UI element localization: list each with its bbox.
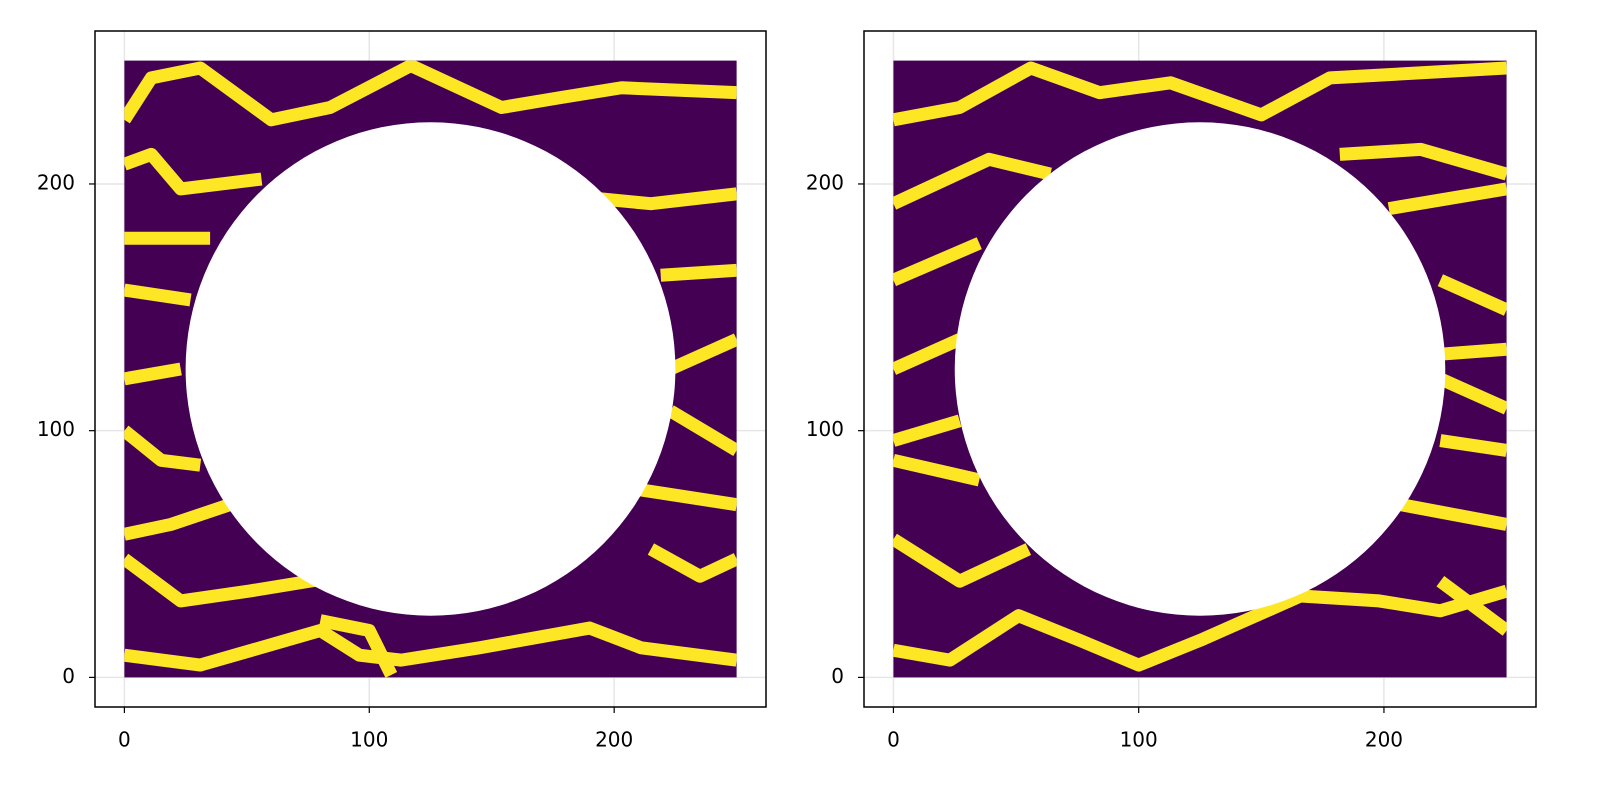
streak <box>124 362 182 386</box>
axes-box <box>94 30 767 708</box>
streak <box>598 187 737 211</box>
streaks <box>893 61 1507 672</box>
x-tick-label: 100 <box>1120 728 1158 752</box>
x-tick-label: 200 <box>1365 728 1403 752</box>
streak <box>1439 434 1507 457</box>
panel: 0 100 200 0 100 200 <box>806 30 1537 752</box>
streak <box>647 543 737 583</box>
mask-circle <box>185 122 676 616</box>
streak <box>124 60 737 127</box>
y-tick-label: 0 <box>62 664 75 688</box>
y-tick-label: 100 <box>37 417 75 441</box>
x-tick-label: 0 <box>118 728 131 752</box>
streaks <box>124 60 737 678</box>
streak <box>124 621 737 672</box>
streak <box>667 405 737 456</box>
streak <box>893 237 982 287</box>
streak <box>1437 274 1507 316</box>
y-tick-label: 0 <box>831 664 844 688</box>
streak <box>1339 142 1507 181</box>
y-tick-label: 100 <box>806 417 844 441</box>
streak <box>893 533 1032 588</box>
streak <box>1436 575 1507 636</box>
y-tick-label: 200 <box>37 170 75 194</box>
x-tick-label: 100 <box>350 728 388 752</box>
axes-box <box>863 30 1537 708</box>
streak <box>1439 342 1507 361</box>
streak <box>893 414 962 447</box>
streak <box>124 498 232 541</box>
streak <box>124 553 341 608</box>
streak <box>893 152 1052 210</box>
streak <box>124 425 202 472</box>
streak <box>893 453 981 487</box>
streak <box>667 333 737 375</box>
streak <box>893 61 1507 127</box>
streak <box>893 333 963 375</box>
panel: 0 100 200 0 100 200 <box>37 30 767 752</box>
mask-circle <box>954 122 1446 616</box>
streak <box>124 147 263 196</box>
streak <box>893 584 1507 672</box>
streak <box>640 483 737 512</box>
streak <box>124 283 192 307</box>
streak <box>660 263 737 282</box>
y-tick-label: 200 <box>806 170 844 194</box>
x-tick-label: 0 <box>887 728 900 752</box>
x-tick-label: 200 <box>595 728 633 752</box>
streak <box>1399 498 1507 531</box>
streak <box>319 614 398 678</box>
streak <box>1437 372 1507 415</box>
streak <box>1387 182 1507 216</box>
